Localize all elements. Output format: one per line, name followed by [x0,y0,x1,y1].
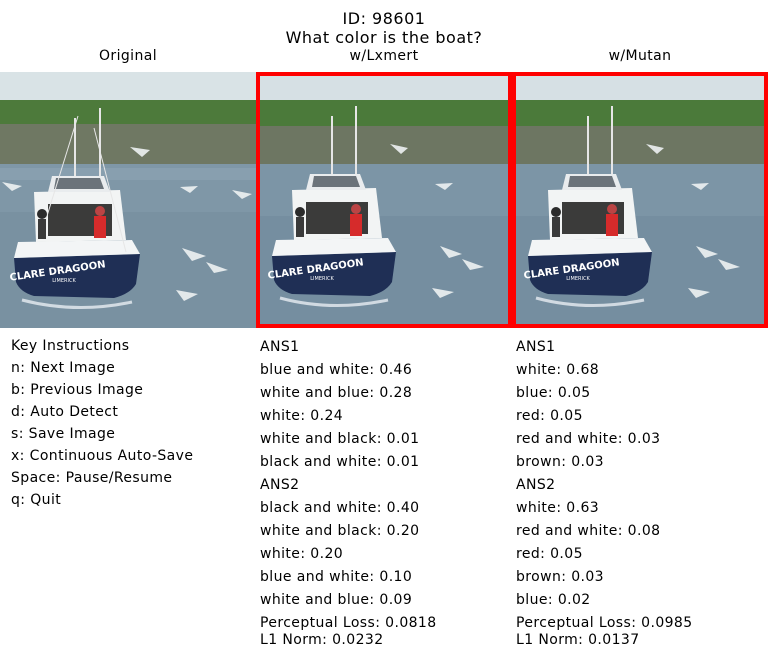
boat-port-text: LIMERICK [310,276,334,282]
mutan-ans1-item: red and white: 0.03 [516,431,661,447]
boat-port-text: LIMERICK [52,278,76,284]
mutan-ans2-item: brown: 0.03 [516,569,604,585]
mutan-ans2-item: blue: 0.02 [516,592,591,608]
instruction-item: b: Previous Image [11,382,144,398]
mutan-perceptual-loss: Perceptual Loss: 0.0985 [516,615,693,631]
lxmert-l1-norm: L1 Norm: 0.0232 [260,632,384,648]
column-label-lxmert: w/Lxmert [349,48,419,64]
original-image: CLARE DRAGOON LIMERICK [0,72,256,328]
image-id: ID: 98601 [342,9,426,28]
lxmert-ans2-item: black and white: 0.40 [260,500,420,516]
lxmert-ans2-item: white and black: 0.20 [260,523,420,539]
column-label-mutan: w/Mutan [608,48,672,64]
question-text: What color is the boat? [285,28,483,47]
mutan-l1-norm: L1 Norm: 0.0137 [516,632,640,648]
boat-port-text: LIMERICK [566,276,590,282]
lxmert-ans1-item: black and white: 0.01 [260,454,420,470]
boat-scene: CLARE DRAGOON LIMERICK [0,72,256,328]
column-label-original: Original [99,48,157,64]
instructions-title: Key Instructions [11,338,130,354]
instruction-item: Space: Pause/Resume [11,470,173,486]
mutan-ans1-title: ANS1 [516,339,556,355]
lxmert-ans1-title: ANS1 [260,339,300,355]
mutan-ans1-item: brown: 0.03 [516,454,604,470]
instruction-item: x: Continuous Auto-Save [11,448,194,464]
mutan-ans2-title: ANS2 [516,477,556,493]
lxmert-ans1-item: white: 0.24 [260,408,344,424]
instruction-item: n: Next Image [11,360,116,376]
lxmert-ans1-item: white and black: 0.01 [260,431,420,447]
lxmert-ans2-item: blue and white: 0.10 [260,569,413,585]
lxmert-ans2-item: white: 0.20 [260,546,344,562]
boat-scene: CLARE DRAGOON LIMERICK [516,76,764,324]
instruction-item: s: Save Image [11,426,116,442]
mutan-ans1-item: blue: 0.05 [516,385,591,401]
mutan-ans2-item: white: 0.63 [516,500,600,516]
mutan-ans1-item: red: 0.05 [516,408,583,424]
lxmert-ans2-item: white and blue: 0.09 [260,592,413,608]
lxmert-ans1-item: white and blue: 0.28 [260,385,413,401]
mutan-image: CLARE DRAGOON LIMERICK [512,72,768,328]
lxmert-image: CLARE DRAGOON LIMERICK [256,72,512,328]
mutan-ans2-item: red and white: 0.08 [516,523,661,539]
lxmert-ans1-item: blue and white: 0.46 [260,362,413,378]
instruction-item: q: Quit [11,492,62,508]
mutan-ans1-item: white: 0.68 [516,362,600,378]
mutan-ans2-item: red: 0.05 [516,546,583,562]
lxmert-ans2-title: ANS2 [260,477,300,493]
instruction-item: d: Auto Detect [11,404,119,420]
lxmert-perceptual-loss: Perceptual Loss: 0.0818 [260,615,437,631]
boat-scene: CLARE DRAGOON LIMERICK [260,76,508,324]
